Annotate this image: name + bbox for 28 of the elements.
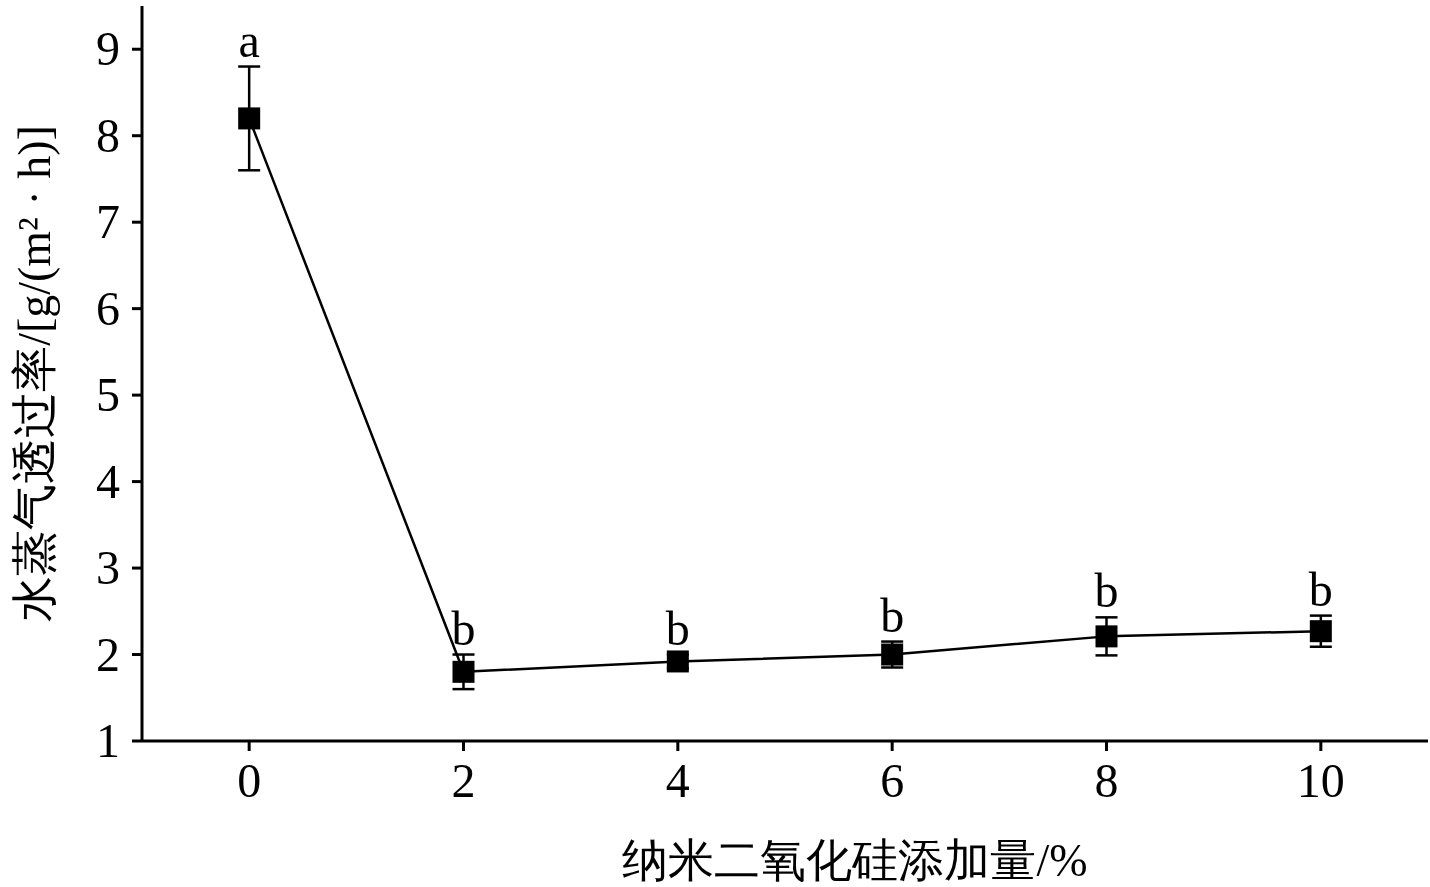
x-tick-label: 8: [1094, 754, 1119, 807]
y-tick-label: 8: [96, 108, 120, 162]
y-tick-label: 1: [96, 714, 120, 767]
x-tick-label: 0: [237, 754, 262, 807]
annotation: b: [1094, 564, 1119, 618]
y-tick-label: 4: [96, 454, 120, 508]
annotation: b: [665, 601, 690, 655]
x-tick-label: 6: [880, 754, 905, 807]
annotation: a: [238, 13, 260, 67]
y-tick-label: 9: [96, 22, 120, 76]
annotation: b: [1308, 562, 1333, 616]
y-tick-label: 2: [96, 627, 120, 681]
x-tick-label: 2: [451, 754, 476, 807]
point: [1309, 620, 1332, 643]
point: [666, 650, 689, 673]
y-tick-label: 7: [96, 195, 120, 249]
y-tick-label: 3: [96, 541, 120, 595]
y-tick-label: 5: [96, 368, 120, 422]
annotation: b: [451, 601, 476, 655]
x-tick-label: 4: [665, 754, 690, 807]
x-axis-title: 纳米二氧化硅添加量/%: [622, 835, 1088, 886]
y-axis-title: 水蒸气透过率/[g/(m² · h)]: [9, 125, 60, 622]
x-tick-label: 10: [1296, 754, 1345, 807]
annotation: b: [880, 588, 905, 642]
y-tick-label: 6: [96, 281, 120, 335]
point: [452, 660, 475, 683]
point: [1095, 625, 1118, 648]
point: [238, 107, 261, 130]
